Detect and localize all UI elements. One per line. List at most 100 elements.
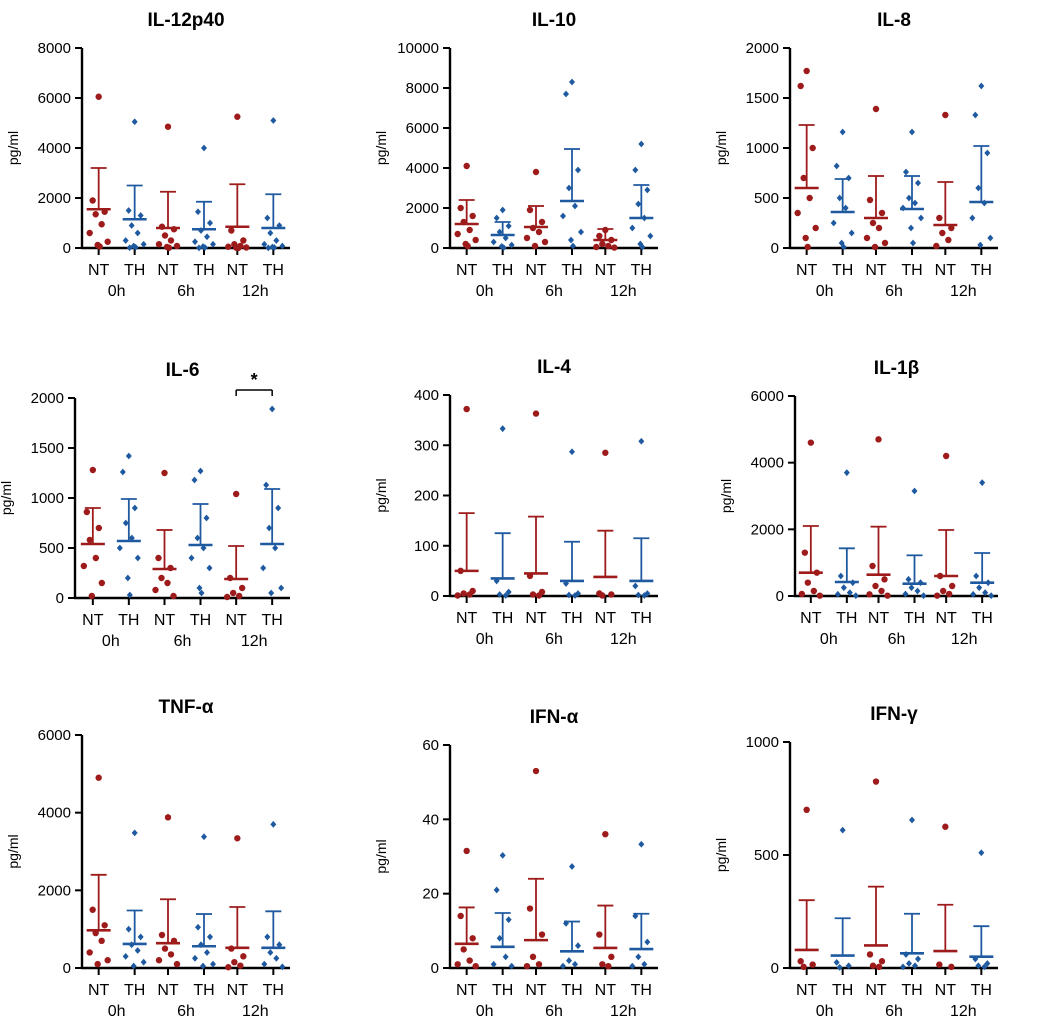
data-point-nt [173, 242, 181, 250]
data-point-nt [155, 241, 163, 248]
data-point-nt [596, 931, 603, 938]
data-point-nt [526, 905, 534, 912]
y-tick-label: 0 [431, 588, 439, 605]
data-point-th [911, 487, 918, 495]
data-point-nt [529, 953, 537, 961]
data-point-nt [463, 405, 470, 413]
data-point-nt [933, 242, 940, 250]
data-point-th [915, 955, 921, 963]
group-label-th: TH [631, 982, 652, 999]
y-tick-label: 1000 [31, 490, 64, 507]
data-point-nt [155, 957, 163, 964]
data-point-th [134, 229, 141, 237]
time-label: 6h [885, 1003, 903, 1020]
data-point-nt [234, 113, 241, 120]
data-point-th [500, 244, 507, 251]
data-point-th [566, 184, 572, 192]
data-point-nt [164, 579, 171, 587]
data-point-nt [866, 951, 874, 958]
time-label: 6h [545, 631, 563, 648]
data-point-nt [101, 922, 108, 929]
time-label: 0h [108, 283, 126, 300]
y-tick-label: 300 [414, 437, 439, 454]
y-tick-label: 0 [431, 240, 439, 257]
data-point-th [848, 229, 855, 237]
data-point-th [125, 925, 132, 933]
data-point-th [132, 243, 139, 251]
data-point-nt [881, 239, 889, 247]
data-point-nt [460, 590, 467, 597]
y-axis-label: pg/ml [373, 839, 389, 873]
data-point-nt [98, 579, 106, 587]
data-point-th [575, 166, 581, 174]
data-point-th [194, 534, 201, 542]
data-point-th [635, 591, 642, 599]
group-label-nt: NT [456, 262, 478, 279]
data-point-nt [454, 961, 461, 968]
data-point-nt [89, 906, 96, 913]
data-point-th [641, 960, 648, 968]
data-point-th [264, 933, 271, 941]
data-point-nt [161, 469, 168, 477]
data-point-nt [878, 209, 886, 217]
time-label: 12h [610, 631, 637, 648]
data-point-th [982, 589, 989, 597]
group-label-th: TH [193, 262, 214, 279]
y-axis-label: pg/ml [0, 481, 14, 515]
data-point-nt [454, 592, 461, 599]
data-point-th [914, 587, 921, 595]
data-point-nt [86, 536, 94, 544]
data-point-th [915, 179, 921, 187]
significance-star: * [251, 370, 258, 390]
data-point-nt [939, 229, 946, 237]
data-point-nt [225, 243, 232, 250]
data-point-th [635, 953, 642, 961]
data-point-th [840, 584, 847, 592]
data-point-nt [794, 209, 801, 217]
data-point-th [264, 214, 271, 222]
group-label-nt: NT [525, 982, 547, 999]
time-label: 12h [242, 1003, 269, 1020]
data-point-th [975, 184, 982, 192]
data-point-th [977, 241, 984, 249]
data-point-th [116, 544, 123, 552]
data-point-th [119, 468, 126, 476]
data-point-th [842, 204, 849, 212]
y-tick-label: 6000 [38, 90, 71, 107]
data-point-th [560, 962, 566, 970]
data-point-th [912, 962, 918, 970]
time-label: 0h [476, 283, 494, 300]
data-point-th [644, 938, 651, 946]
data-point-th [122, 519, 129, 527]
data-point-nt [240, 953, 247, 960]
y-tick-label: 2000 [751, 521, 784, 538]
data-point-th [140, 958, 147, 966]
data-point-th [909, 128, 915, 136]
chart-title: IL-12p40 [147, 10, 224, 31]
data-point-nt [800, 174, 807, 182]
data-point-th [268, 589, 275, 597]
data-point-th [836, 963, 843, 971]
data-point-th [261, 240, 268, 248]
data-point-th [632, 166, 639, 174]
group-label-nt: NT [525, 610, 547, 627]
data-point-nt [878, 958, 886, 965]
time-label: 0h [476, 1003, 494, 1020]
data-point-nt [235, 592, 243, 600]
data-point-th [846, 589, 853, 597]
group-label-th: TH [193, 982, 214, 999]
data-point-th [839, 826, 846, 834]
data-point-th [505, 588, 512, 596]
y-tick-label: 4000 [751, 455, 784, 472]
data-point-th [134, 554, 141, 562]
data-point-th [207, 933, 213, 941]
data-point-th [845, 174, 852, 182]
data-point-th [272, 544, 279, 552]
data-point-nt [807, 439, 815, 446]
data-point-th [638, 840, 645, 848]
data-point-nt [869, 219, 877, 227]
y-tick-label: 0 [776, 588, 784, 605]
group-label-th: TH [263, 262, 284, 279]
data-point-nt [86, 229, 93, 237]
chart-title: IFN-α [530, 707, 579, 728]
